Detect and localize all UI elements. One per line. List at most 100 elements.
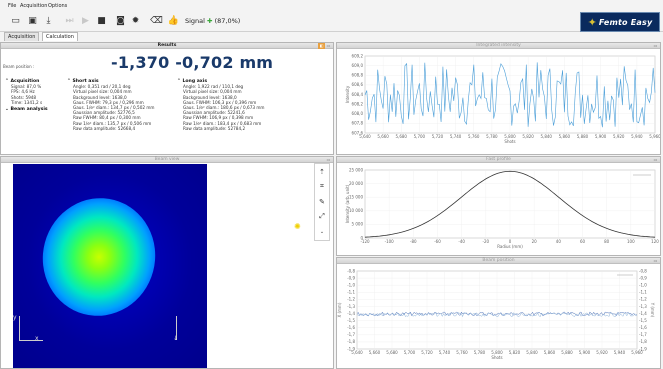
- short-axis-line: Raw data amplitude: 52668,4: [73, 125, 136, 131]
- y-axis-line: [19, 316, 20, 340]
- y-tick-label: -1,1: [347, 290, 355, 295]
- x-tick-label: 5,680: [386, 350, 398, 355]
- tab-acquisition[interactable]: Acquisition: [4, 32, 40, 41]
- profile-series: [364, 170, 656, 238]
- menu-acquisition[interactable]: Acquisition: [20, 3, 48, 9]
- intensity-chart: 609,2 609,0 608,8 608,6 608,4 608,2 608,0 607,8…: [345, 53, 660, 144]
- tab-calculation[interactable]: Calculation: [42, 32, 78, 41]
- y-right-tick-label: -1,3: [639, 304, 647, 309]
- collapse-icon[interactable]: ⌄: [5, 107, 9, 113]
- acquisition-info: ⌃ Acquisition Signal: 87,0 % FPS: 4,6 Hz…: [5, 79, 48, 112]
- save-icon[interactable]: ▣: [28, 15, 37, 26]
- menu-file[interactable]: File: [8, 3, 17, 9]
- short-axis-info: ⌃ Short axis Angle: 0,351 rad / 20,1 deg…: [67, 79, 155, 131]
- x-tick-label: 5,840: [526, 350, 538, 355]
- cursor-icon[interactable]: ⇡: [319, 167, 325, 176]
- thumbs-up-icon[interactable]: 👍: [167, 15, 180, 26]
- results-float-button[interactable]: ◧: [318, 43, 325, 49]
- camera-icon[interactable]: ◙: [116, 15, 125, 26]
- y-tick-label: 607,8: [352, 121, 364, 126]
- expand-icon[interactable]: ⌃: [177, 79, 181, 84]
- x-tick-label: -120: [360, 239, 370, 244]
- x-tick-label: 5,640: [359, 134, 371, 139]
- x-tick-label: 5,780: [486, 134, 498, 139]
- results-title: Results: [1, 43, 333, 49]
- short-axis-line: Background level: 1638,0: [73, 94, 127, 100]
- expand-icon[interactable]: ⌃: [67, 79, 71, 84]
- short-axis-line: Gaussian amplitude: 52776,5: [73, 110, 135, 116]
- y-tick-label: -1,4: [347, 311, 355, 316]
- y-right-tick-label: -1,9: [639, 346, 647, 351]
- export-icon[interactable]: ⤓: [46, 15, 51, 26]
- y-right-tick-label: -1,0: [639, 282, 647, 287]
- long-axis-line: Raw data amplitude: 52784,2: [183, 125, 246, 131]
- beam-position-title: Beam position: [337, 258, 660, 264]
- x-axis-label: Shots: [504, 139, 515, 144]
- intensity-close-button[interactable]: ▭: [653, 43, 658, 48]
- x-tick-label: 5,920: [613, 134, 625, 139]
- beam-tools: ⇡ ⌗ ✎ ⤢ ⌄: [314, 163, 330, 241]
- resize-icon[interactable]: ⤢: [319, 212, 325, 220]
- y-tick-label: 0: [360, 235, 363, 240]
- x-tick-label: 5,820: [522, 134, 534, 139]
- y-tick-label: -0,8: [347, 268, 355, 273]
- y-tick-label: -1,7: [347, 332, 355, 337]
- beam-view-close-button[interactable]: ▭: [326, 157, 331, 162]
- chevron-down-icon[interactable]: ⌄: [319, 228, 325, 235]
- short-axis-line: Raw FWHM: 80,4 px / 0,300 mm: [73, 115, 141, 121]
- y-tick-label: -1,0: [347, 282, 355, 287]
- beam-position-label: Beam position :: [3, 64, 35, 69]
- y-right-tick-label: -0,9: [639, 275, 647, 280]
- y-axis-label: Intensity (arb. unit): [345, 184, 350, 223]
- gear-icon[interactable]: ✹: [131, 15, 140, 26]
- stop-icon[interactable]: ■: [97, 15, 106, 26]
- x-tick-label: 100: [627, 239, 635, 244]
- x-tick-label: 5,920: [596, 350, 608, 355]
- beam-position-value: -1,370 -0,702 mm: [111, 53, 274, 72]
- y-right-tick-label: -1,2: [639, 297, 647, 302]
- position-chart: -0,8 -0,9 -1,0 -1,1 -1,2 -1,3 -1,4 -1,5 -1,6 -1,7…: [337, 268, 655, 360]
- beam-analysis-heading[interactable]: Beam analysis: [10, 107, 48, 113]
- x-tick-label: 40: [556, 239, 562, 244]
- y-tick-label: -0,9: [347, 275, 355, 280]
- short-axis-line: Virtual pixel size: 0,004 mm: [73, 89, 132, 95]
- x-tick-label: 5,660: [369, 350, 381, 355]
- open-folder-icon[interactable]: ▭: [11, 15, 20, 26]
- y-tick-label: 608,2: [352, 101, 364, 106]
- pen-icon[interactable]: ✎: [319, 197, 325, 206]
- x-tick-label: 5,700: [404, 350, 416, 355]
- beam-image[interactable]: y x ↓: [13, 164, 207, 368]
- acq-signal: Signal: 87,0 %: [11, 84, 42, 90]
- step-icon[interactable]: ⏭: [65, 15, 74, 26]
- x-tick-label: 80: [604, 239, 610, 244]
- x-tick-label: 60: [580, 239, 586, 244]
- y-right-tick-label: -1,7: [639, 332, 647, 337]
- x-tick-label: 5,720: [421, 350, 433, 355]
- y-tick-label: 609,2: [352, 53, 364, 58]
- y-tick-label: -1,8: [347, 339, 355, 344]
- intensity-series: [364, 62, 656, 128]
- crop-icon[interactable]: ⌗: [320, 182, 324, 190]
- profile-close-button[interactable]: ▭: [653, 157, 658, 162]
- expand-icon[interactable]: ⌃: [5, 79, 9, 84]
- results-close-button[interactable]: ▭: [326, 43, 331, 48]
- eraser-icon[interactable]: ⌫: [150, 15, 163, 26]
- x-axis-line: [19, 340, 43, 341]
- position-close-button[interactable]: ▭: [653, 258, 658, 263]
- y-tick-label: 25 000: [349, 167, 363, 172]
- y-right-tick-label: -0,8: [639, 268, 647, 273]
- y-right-tick-label: -1,6: [639, 325, 647, 330]
- x-axis-label: Radius (mm): [497, 244, 523, 249]
- y-tick-label: -1,5: [347, 318, 355, 323]
- y-axis-label: y: [13, 314, 17, 321]
- long-axis-line: Raw 1/e² diam.: 183,4 px / 0,683 mm: [183, 120, 262, 126]
- long-axis-info: ⌃ Long axis Angle: 1,922 rad / 110,1 deg…: [177, 79, 265, 131]
- position-series-y: [356, 312, 638, 318]
- x-tick-label: 5,900: [579, 350, 591, 355]
- y-tick-label: 609,0: [352, 63, 364, 68]
- y-right-tick-label: -1,4: [639, 311, 647, 316]
- long-axis-line: Raw FWHM: 106,9 px / 0,398 mm: [183, 115, 254, 121]
- x-tick-label: 5,800: [491, 350, 503, 355]
- play-icon[interactable]: ▶: [82, 15, 89, 26]
- menu-options[interactable]: Options: [48, 3, 68, 9]
